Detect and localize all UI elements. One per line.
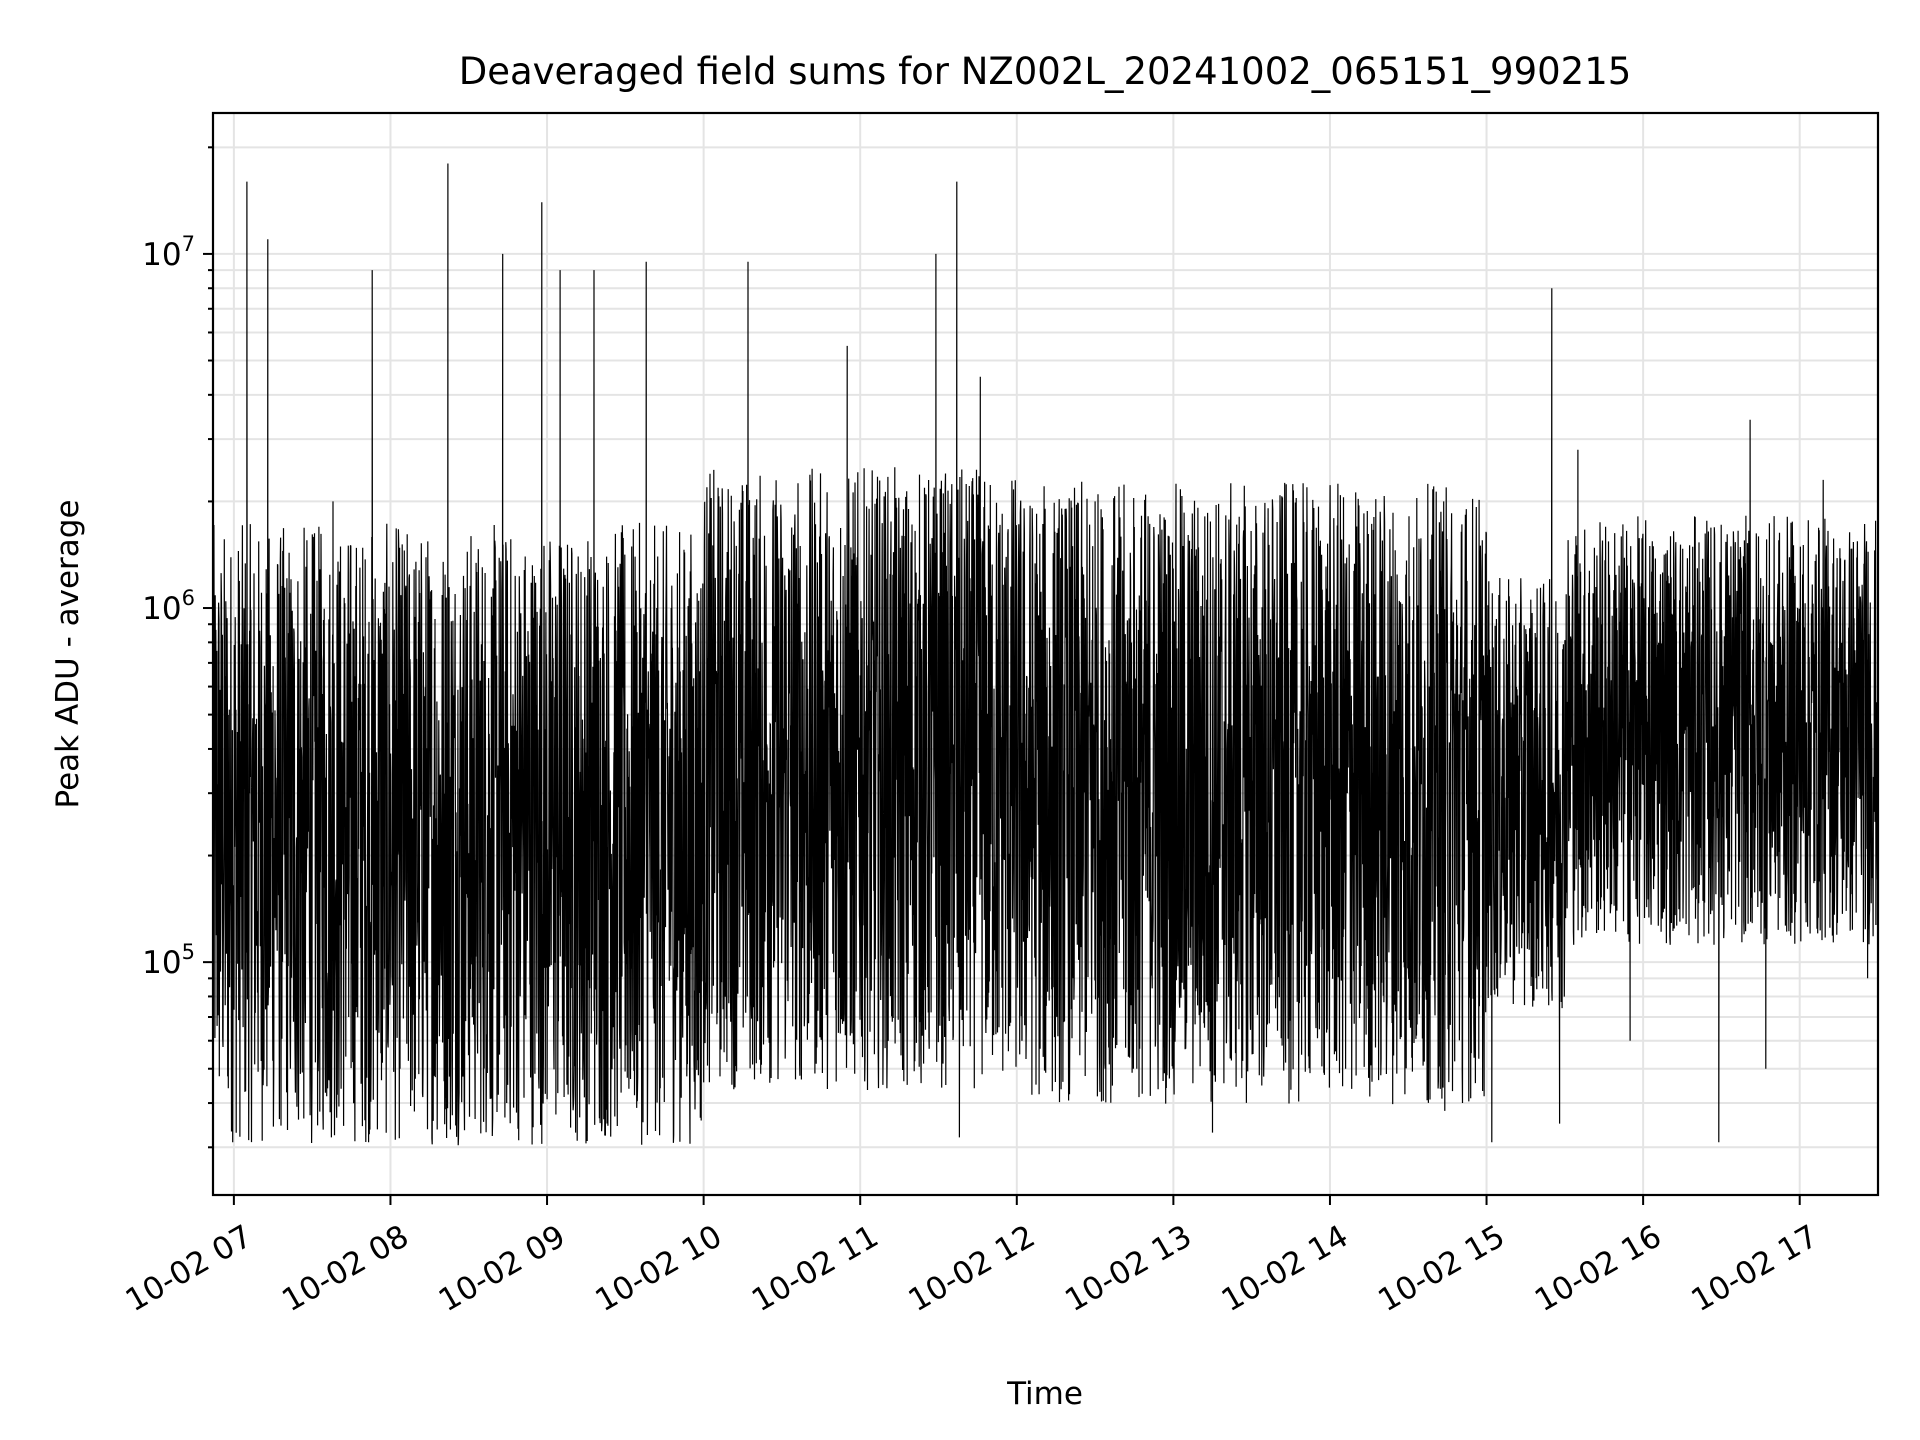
y-tick-label: 107 (142, 232, 195, 273)
chart-title: Deaveraged field sums for NZ002L_2024100… (459, 50, 1632, 93)
x-tick-label: 10-02 14 (1216, 1218, 1355, 1319)
x-tick-label: 10-02 15 (1372, 1218, 1511, 1319)
x-tick-label: 10-02 11 (746, 1218, 885, 1319)
plot-frame (211, 111, 1880, 1197)
series-layer (212, 163, 1879, 1146)
y-tick-label: 105 (142, 940, 195, 981)
y-tick-label: 106 (142, 586, 195, 627)
axis-ticks (203, 146, 1801, 1205)
x-tick-label: 10-02 12 (902, 1218, 1041, 1319)
x-tick-label: 10-02 17 (1685, 1218, 1824, 1319)
x-tick-label: 10-02 10 (589, 1218, 728, 1319)
x-tick-label: 10-02 07 (120, 1218, 259, 1319)
x-tick-label: 10-02 09 (433, 1218, 572, 1319)
y-axis-label: Peak ADU - average (50, 499, 86, 808)
x-tick-label: 10-02 13 (1059, 1218, 1198, 1319)
x-tick-label: 10-02 08 (276, 1218, 415, 1319)
x-tick-label: 10-02 16 (1529, 1218, 1668, 1319)
series-line (212, 163, 1879, 1146)
x-axis-label: Time (1006, 1376, 1083, 1412)
